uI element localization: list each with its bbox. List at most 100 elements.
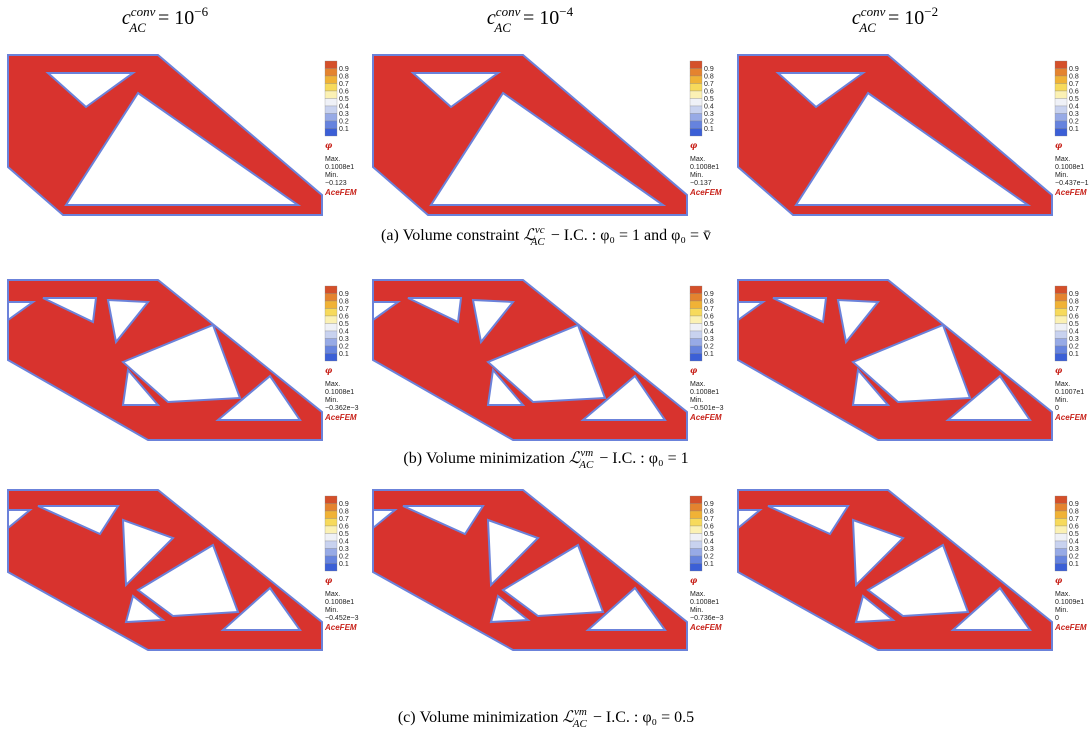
caption-sub: AC bbox=[572, 718, 588, 730]
legend-tick: 0.9 bbox=[339, 291, 349, 298]
legend-tick: 0.5 bbox=[1069, 96, 1079, 103]
brand: AceFEM bbox=[689, 188, 722, 197]
legend-swatch bbox=[324, 83, 338, 92]
legend-swatch bbox=[689, 83, 703, 92]
legend-swatch bbox=[324, 98, 338, 107]
legend-swatch bbox=[1054, 323, 1068, 332]
legend-swatch bbox=[1054, 315, 1068, 324]
legend-field: φ bbox=[690, 140, 698, 150]
min-label: Min. bbox=[690, 172, 703, 179]
legend-tick: 0.9 bbox=[1069, 501, 1079, 508]
legend-tick: 0.5 bbox=[704, 531, 714, 538]
min-label: Min. bbox=[1055, 607, 1068, 614]
max-label: Max. bbox=[690, 381, 705, 388]
legend-swatch bbox=[1054, 503, 1068, 512]
legend-tick: 0.9 bbox=[1069, 291, 1079, 298]
legend-tick: 0.4 bbox=[704, 104, 714, 111]
legend-tick: 0.3 bbox=[704, 111, 714, 118]
legend-tick: 0.3 bbox=[704, 336, 714, 343]
legend-swatch bbox=[1054, 555, 1068, 564]
legend-tick: 0.6 bbox=[1069, 524, 1079, 531]
legend-tick: 0.2 bbox=[704, 344, 714, 351]
legend-swatch bbox=[324, 525, 338, 534]
legend-tick: 0.5 bbox=[704, 321, 714, 328]
min-value: −0.362e−3 bbox=[325, 405, 359, 412]
caption-text: Volume minimization bbox=[426, 450, 565, 467]
max-value: 0.1008e1 bbox=[690, 389, 719, 396]
legend-swatch bbox=[689, 503, 703, 512]
subscript: AC bbox=[128, 20, 146, 35]
max-value: 0.1008e1 bbox=[690, 164, 719, 171]
legend-field: φ bbox=[325, 365, 333, 375]
legend-swatch bbox=[689, 495, 703, 504]
legend-swatch bbox=[689, 128, 703, 137]
legend-swatch bbox=[1054, 90, 1068, 99]
legend-tick: 0.1 bbox=[1069, 561, 1079, 568]
structure bbox=[737, 279, 1053, 441]
panel: 0.90.80.70.60.50.40.30.20.1 φ Max.0.1007e1… bbox=[737, 279, 1087, 441]
legend-swatch bbox=[1054, 533, 1068, 542]
legend-swatch bbox=[689, 323, 703, 332]
legend-tick: 0.5 bbox=[704, 96, 714, 103]
legend-swatch bbox=[324, 345, 338, 354]
legend-swatch bbox=[689, 510, 703, 519]
legend-tick: 0.3 bbox=[1069, 546, 1079, 553]
panel: 0.90.80.70.60.50.40.30.20.1 φ Max.0.1008e1… bbox=[372, 279, 724, 441]
max-value: 0.1008e1 bbox=[325, 164, 354, 171]
legend-swatch bbox=[324, 495, 338, 504]
panel: 0.90.80.70.60.50.40.30.20.1 φ Max.0.1008e1… bbox=[372, 489, 724, 651]
legend-swatch bbox=[689, 525, 703, 534]
legend-swatch bbox=[1054, 525, 1068, 534]
structure bbox=[372, 489, 688, 651]
caption-text: Volume constraint bbox=[403, 227, 520, 244]
legend-swatch bbox=[324, 533, 338, 542]
legend-field: φ bbox=[325, 140, 333, 150]
min-value: 0 bbox=[1055, 405, 1059, 412]
legend-swatch bbox=[1054, 495, 1068, 504]
legend-tick: 0.4 bbox=[339, 104, 349, 111]
legend-tick: 0.7 bbox=[704, 306, 714, 313]
legend-tick: 0.3 bbox=[339, 111, 349, 118]
legend-swatch bbox=[324, 548, 338, 557]
legend-tick: 0.7 bbox=[704, 81, 714, 88]
exponent: −4 bbox=[559, 4, 573, 19]
legend-tick: 0.4 bbox=[339, 539, 349, 546]
legend-swatch bbox=[1054, 120, 1068, 129]
max-value: 0.1009e1 bbox=[1055, 599, 1084, 606]
structure bbox=[372, 279, 688, 441]
caption-label: (c) bbox=[398, 709, 416, 726]
panel: 0.90.80.70.60.50.40.30.20.1 φ Max.0.1008e1… bbox=[737, 54, 1089, 216]
legend-swatch bbox=[324, 563, 338, 572]
symbol: c bbox=[852, 7, 861, 29]
legend-swatch bbox=[1054, 548, 1068, 557]
legend-swatch bbox=[1054, 83, 1068, 92]
legend-tick: 0.1 bbox=[339, 126, 349, 133]
column-header: cconv AC = 10−6 bbox=[122, 4, 209, 35]
caption-symbol: ℒ bbox=[569, 450, 581, 467]
legend-swatch bbox=[1054, 345, 1068, 354]
caption-sup: vc bbox=[535, 224, 545, 236]
legend-tick: 0.6 bbox=[339, 89, 349, 96]
brand: AceFEM bbox=[689, 623, 722, 632]
legend-tick: 0.5 bbox=[339, 321, 349, 328]
legend-swatch bbox=[689, 293, 703, 302]
legend-swatch bbox=[324, 308, 338, 317]
legend-tick: 0.5 bbox=[339, 96, 349, 103]
legend-swatch bbox=[324, 555, 338, 564]
legend-tick: 0.2 bbox=[1069, 119, 1079, 126]
legend-swatch bbox=[689, 75, 703, 84]
legend-tick: 0.9 bbox=[339, 66, 349, 73]
legend-swatch bbox=[689, 330, 703, 339]
caption-condition: − I.C. : φ₀ = 1 and φ₀ = v̄ bbox=[551, 227, 711, 244]
legend-tick: 0.7 bbox=[1069, 81, 1079, 88]
legend-tick: 0.4 bbox=[704, 539, 714, 546]
legend-swatch bbox=[324, 285, 338, 294]
legend-swatch bbox=[689, 285, 703, 294]
relation: = 10 bbox=[523, 7, 559, 29]
legend-tick: 0.3 bbox=[704, 546, 714, 553]
legend-tick: 0.5 bbox=[1069, 531, 1079, 538]
legend-swatch bbox=[1054, 308, 1068, 317]
structure bbox=[372, 54, 688, 216]
legend-field: φ bbox=[690, 365, 698, 375]
